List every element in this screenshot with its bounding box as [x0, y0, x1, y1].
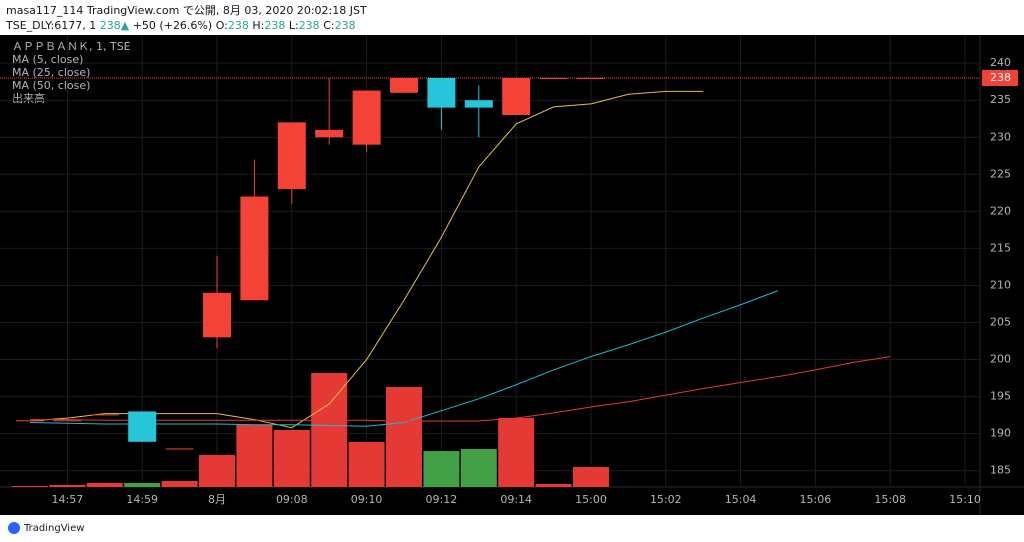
candle-body: [90, 414, 119, 416]
candle-body: [203, 292, 231, 338]
x-tick-label: 8月: [208, 493, 226, 506]
y-tick-label: 220: [990, 204, 1011, 217]
volume-bar: [86, 483, 123, 487]
c: 238: [335, 19, 356, 32]
candle-body: [53, 420, 82, 422]
legend-entry: MA (25, close): [12, 66, 90, 79]
candle-body: [427, 77, 456, 108]
volume-bar: [535, 484, 572, 487]
logo: TradingView: [8, 522, 84, 534]
volume-bar: [348, 442, 385, 487]
x-tick-label: 14:59: [126, 493, 158, 506]
x-tick-label: 09:08: [276, 493, 308, 506]
candle-body: [390, 77, 418, 93]
volume-bar: [311, 373, 348, 487]
header: masa117_114 TradingView.com で公開, 8月 03, …: [6, 4, 367, 17]
y-tick-label: 195: [990, 390, 1011, 403]
x-tick-label: 14:57: [52, 493, 84, 506]
header-bg: [0, 0, 1024, 35]
volume-bar: [12, 486, 48, 487]
x-tick-label: 09:12: [426, 493, 458, 506]
ma-line: [30, 356, 891, 422]
l-label: L:: [289, 19, 299, 32]
volume-bar: [460, 449, 497, 487]
quote: TSE_DLY:6177, 1 238▲ +50 (+26.6%) O:238 …: [5, 19, 356, 32]
y-tick-label: 205: [990, 316, 1011, 329]
y-tick-label: 215: [990, 241, 1011, 254]
l: 238: [299, 19, 320, 32]
chart-title: ＡＰＰＢＡＮＫ, 1, TSE: [12, 40, 131, 53]
x-tick-label: 09:10: [351, 493, 383, 506]
y-tick-label: 225: [990, 167, 1011, 180]
volume-bar: [273, 430, 310, 487]
legend-entry: MA (50, close): [12, 79, 90, 92]
candle-body: [315, 129, 344, 138]
h: 238: [264, 19, 285, 32]
volume-bar: [386, 387, 422, 487]
volume-bar: [199, 455, 235, 487]
candle-body: [577, 77, 605, 79]
last-price-box: [982, 69, 1018, 86]
c-label: C:: [323, 19, 334, 32]
candle-body: [277, 122, 306, 190]
volume-bar: [161, 481, 198, 487]
o: 238: [228, 19, 249, 32]
price: 238: [100, 19, 121, 32]
x-tick-label: 15:06: [800, 493, 832, 506]
y-tick-label: 240: [990, 56, 1011, 69]
x-tick-label: 15:02: [650, 493, 682, 506]
volume-bar: [49, 485, 86, 487]
x-tick-label: 15:04: [725, 493, 757, 506]
footer: TradingView: [23, 523, 84, 534]
y-tick-label: 200: [990, 353, 1011, 366]
symbol: TSE_DLY:6177, 1: [5, 19, 96, 32]
y-tick-label: 235: [990, 93, 1011, 106]
y-tick-label: 190: [990, 427, 1011, 440]
volume-bar: [573, 467, 609, 487]
candle-body: [128, 411, 157, 442]
arrow: ▲: [121, 19, 130, 32]
volume-bar: [124, 483, 161, 487]
candle-body: [240, 196, 269, 301]
x-tick-label: 09:14: [500, 493, 532, 506]
o-label: O:: [216, 19, 228, 32]
candle-body: [16, 420, 44, 422]
volume-bar: [236, 425, 273, 487]
candle-body: [502, 77, 531, 116]
candle-body: [464, 100, 493, 108]
x-tick-label: 15:08: [874, 493, 906, 506]
candle-body: [539, 77, 568, 79]
candle-body: [352, 90, 381, 145]
volume-bar: [498, 418, 535, 487]
x-tick-label: 15:10: [949, 493, 981, 506]
candle-body: [165, 448, 194, 450]
legend-entry: MA (5, close): [12, 53, 83, 66]
y-tick-label: 230: [990, 130, 1011, 143]
volume-legend: 出来高: [12, 91, 45, 105]
volume-bar: [423, 451, 460, 487]
y-tick-label: 210: [990, 278, 1011, 291]
footer-bg: [0, 515, 1024, 542]
logo-icon: [8, 522, 20, 534]
x-tick-label: 15:00: [575, 493, 607, 506]
change: +50 (+26.6%): [133, 19, 212, 32]
h-label: H:: [252, 19, 264, 32]
last-price-label: 238: [990, 71, 1011, 84]
y-tick-label: 185: [990, 464, 1011, 477]
